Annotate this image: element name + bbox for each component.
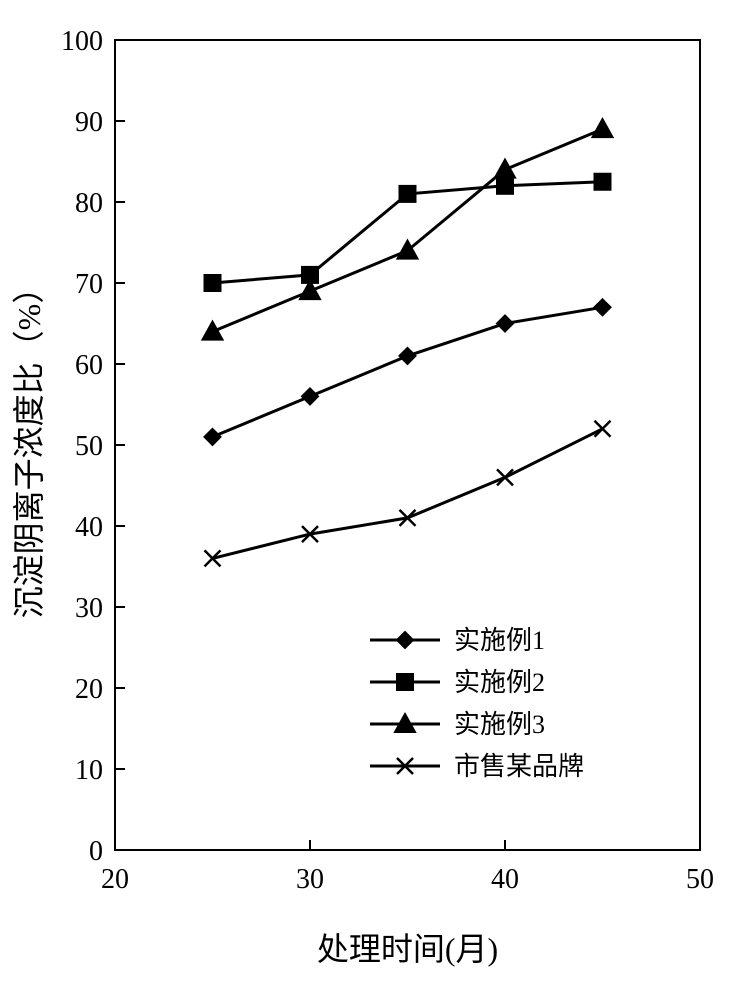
y-tick-label: 70 [75,269,103,300]
legend-label: 实施例2 [454,668,545,697]
legend-item: 实施例3 [370,710,545,739]
y-tick-label: 50 [75,431,103,462]
series-3 [203,119,613,340]
legend-label: 实施例1 [454,626,545,655]
square-marker-icon [400,186,416,202]
series-line [213,129,603,332]
y-axis-title: 沉淀阴离子浓度比（%） [11,272,47,619]
square-marker-icon [397,674,413,690]
diamond-marker-icon [397,632,413,648]
legend-label: 实施例3 [454,710,545,739]
diamond-marker-icon [497,316,513,332]
y-tick-label: 20 [75,674,103,705]
series-1 [205,299,611,445]
series-line [213,307,603,437]
line-chart: 20 30 40 50 0 10 20 30 40 50 60 70 80 90 100 处理时间(月) 沉淀阴… [0,0,742,1000]
y-tick-label: 10 [75,755,103,786]
x-tick-label: 30 [296,864,324,895]
y-tick-label: 100 [61,26,103,57]
triangle-marker-icon [593,119,613,137]
triangle-marker-icon [495,160,515,178]
diamond-marker-icon [400,348,416,364]
series-4 [205,421,611,567]
x-tick-label: 40 [491,864,519,895]
legend-label: 市售某品牌 [454,752,584,781]
square-marker-icon [497,178,513,194]
y-tick-label: 0 [89,836,103,867]
diamond-marker-icon [205,429,221,445]
series-line [213,429,603,559]
y-tick-label: 80 [75,188,103,219]
x-axis-title: 处理时间(月) [317,931,498,967]
legend-item: 实施例2 [370,668,545,697]
series-2 [205,174,611,291]
y-tick-label: 60 [75,350,103,381]
diamond-marker-icon [595,299,611,315]
square-marker-icon [205,275,221,291]
x-tick-label: 20 [101,864,129,895]
legend-item: 实施例1 [370,626,545,655]
legend-item: 市售某品牌 [370,752,584,781]
triangle-marker-icon [203,322,223,340]
y-tick-label: 40 [75,512,103,543]
chart-container: 20 30 40 50 0 10 20 30 40 50 60 70 80 90 100 处理时间(月) 沉淀阴… [0,0,742,1000]
y-tick-label: 30 [75,593,103,624]
square-marker-icon [595,174,611,190]
x-tick-label: 50 [686,864,714,895]
diamond-marker-icon [302,388,318,404]
y-tick-label: 90 [75,107,103,138]
